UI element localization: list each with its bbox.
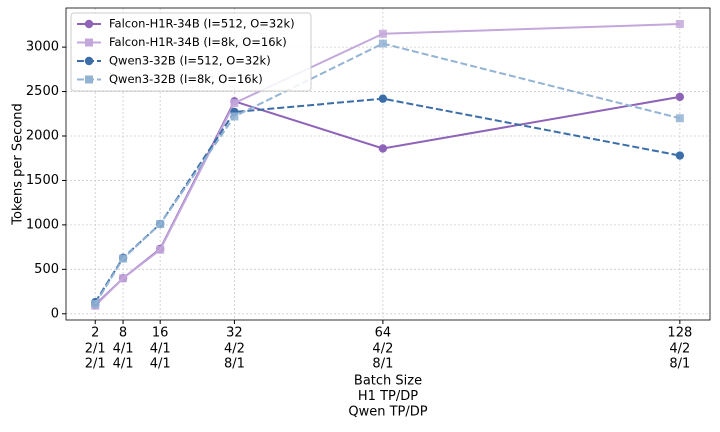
data-point — [156, 220, 165, 228]
x-tick-label: 2 — [91, 326, 99, 341]
y-tick-label: 0 — [51, 306, 59, 321]
y-tick-label: 500 — [34, 262, 59, 277]
data-point — [119, 274, 128, 283]
y-tick-label: 2500 — [26, 84, 59, 99]
data-point — [675, 92, 685, 102]
x-tick-label: 8 — [119, 326, 127, 341]
x-tick-sublabel: 4/1 — [113, 342, 134, 357]
plot-frame — [65, 7, 711, 321]
series-line — [94, 95, 681, 306]
x-tick-sublabel: 4/1 — [150, 357, 171, 372]
data-point — [378, 39, 387, 48]
legend-marker — [85, 75, 93, 84]
legend-box — [70, 12, 312, 92]
data-point — [156, 245, 165, 254]
data-point — [378, 94, 388, 103]
x-axis-label: Qwen TP/DP — [348, 405, 427, 420]
series-line — [94, 42, 681, 305]
y-tick-label: 1000 — [26, 217, 59, 232]
legend-marker — [84, 19, 94, 29]
data-point — [378, 144, 388, 153]
x-tick-sublabel: 4/1 — [150, 342, 171, 357]
x-tick-sublabel: 4/2 — [224, 342, 245, 357]
data-point — [91, 300, 100, 308]
legend-marker — [85, 38, 93, 47]
legend-label: Qwen3-32B (I=8k, O=16k) — [109, 72, 263, 86]
x-tick-label: 64 — [375, 326, 392, 341]
data-point — [230, 112, 239, 121]
legend: Falcon-H1R-34B (I=512, O=32k) Falcon-H1R-… — [70, 12, 312, 92]
x-axis-label: H1 TP/DP — [358, 389, 418, 404]
x-tick-label: 32 — [226, 326, 243, 341]
y-tick-label: 3000 — [26, 40, 59, 55]
x-tick-sublabel: 8/1 — [224, 357, 245, 372]
x-axis-label: Batch Size — [354, 374, 422, 389]
x-tick-sublabel: 2/1 — [85, 342, 106, 357]
data-point — [378, 29, 387, 38]
x-tick-sublabel: 4/1 — [113, 357, 134, 372]
y-tick-label: 2000 — [26, 129, 59, 144]
x-tick-sublabel: 2/1 — [85, 357, 106, 372]
legend-label: Falcon-H1R-34B (I=512, O=32k) — [109, 17, 295, 31]
x-tick-sublabel: 4/2 — [669, 342, 690, 357]
x-tick-sublabel: 8/1 — [669, 357, 690, 372]
y-tick-label: 1500 — [26, 173, 59, 188]
x-tick-sublabel: 4/2 — [372, 342, 393, 357]
legend-label: Qwen3-32B (I=512, O=32k) — [109, 54, 271, 68]
data-point — [675, 20, 684, 28]
data-point — [675, 151, 685, 160]
x-tick-sublabel: 8/1 — [372, 357, 393, 372]
legend-label: Falcon-H1R-34B (I=8k, O=16k) — [109, 35, 287, 49]
series-line — [94, 97, 681, 303]
legend-marker — [84, 56, 94, 66]
y-axis-label: Tokens per Second — [11, 103, 26, 225]
x-tick-label: 16 — [152, 326, 169, 341]
x-tick-label: 128 — [667, 326, 692, 341]
data-point — [119, 254, 128, 263]
data-point — [230, 99, 239, 108]
series-line — [94, 23, 680, 307]
data-point — [675, 114, 684, 123]
